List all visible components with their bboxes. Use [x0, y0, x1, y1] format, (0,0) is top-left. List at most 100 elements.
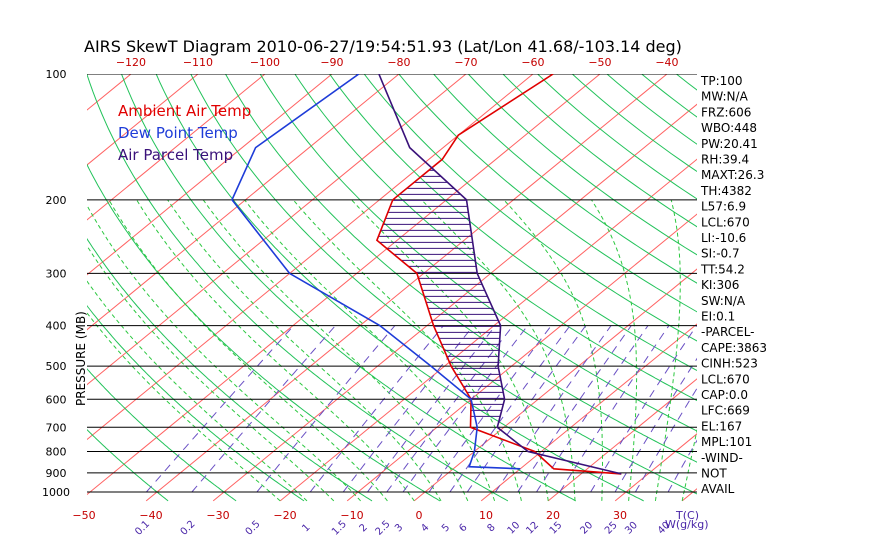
top-axis-tick-label: −110 — [183, 56, 213, 69]
stats-line: CINH:523 — [701, 357, 758, 371]
pressure-tick-label: 300 — [46, 267, 67, 280]
dry-adiabat-line — [87, 74, 509, 502]
moist-adiabat-line — [87, 312, 281, 502]
moist-adiabat-line — [167, 199, 442, 502]
mixing-ratio-label: 4 — [419, 522, 431, 534]
stats-line: SW:N/A — [701, 294, 746, 308]
mixing-ratio-label: 25 — [603, 520, 620, 537]
top-axis-tick-label: −50 — [588, 56, 611, 69]
bottom-axis-tick-label: 10 — [479, 509, 493, 522]
pressure-tick-label: 500 — [46, 360, 67, 373]
stats-line: TH:4382 — [700, 184, 752, 198]
legend-entry: Dew Point Temp — [118, 124, 238, 142]
stats-line: MAXT:26.3 — [701, 168, 764, 182]
dry-adiabat-line — [87, 237, 373, 502]
pressure-tick-label: 700 — [46, 421, 67, 434]
series-dew-point-temp — [231, 74, 521, 470]
mixing-ratio-label: 2.5 — [374, 519, 393, 538]
bottom-axis-tick-label: 0 — [416, 509, 423, 522]
dry-adiabat-line — [432, 74, 697, 284]
dry-adiabat-line — [259, 74, 697, 432]
stats-line: SI:-0.7 — [701, 247, 740, 261]
stats-line: RH:39.4 — [701, 153, 749, 167]
legend-entry: Ambient Air Temp — [118, 102, 251, 120]
stats-line: KI:306 — [701, 278, 739, 292]
dry-adiabat-line — [836, 65, 870, 501]
isotherm-line — [0, 65, 8, 501]
dry-adiabat-line — [87, 368, 237, 502]
stats-line: LCL:670 — [701, 372, 750, 386]
isotherm-line — [413, 268, 697, 502]
stats-line: LCL:670 — [701, 215, 750, 229]
stats-line: CAPE:3863 — [701, 341, 767, 355]
mixing-ratio-label: 15 — [548, 520, 565, 537]
bottom-axis-tick-label: −40 — [139, 509, 162, 522]
mixing-ratio-label: 30 — [623, 520, 640, 537]
isotherm-line — [87, 74, 266, 221]
y-axis-label: PRESSURE (MB) — [74, 311, 88, 406]
isotherm-line — [279, 158, 697, 502]
stats-line: CAP:0.0 — [701, 388, 748, 402]
isotherm-line — [87, 74, 601, 496]
bottom-axis-tick-label: 20 — [546, 509, 560, 522]
moist-adiabat-line — [136, 199, 415, 502]
top-axis-tick-label: −90 — [320, 56, 343, 69]
isotherm-line — [816, 65, 870, 501]
temperature-unit-label: T(C) — [675, 509, 699, 522]
dry-adiabat-line — [120, 74, 577, 502]
mixing-ratio-label: 5 — [440, 522, 452, 534]
moist-adiabat-line — [87, 280, 308, 502]
mixing-ratio-label: 0.5 — [244, 519, 263, 538]
isotherm-line — [87, 74, 199, 166]
stats-line: -PARCEL- — [701, 325, 755, 339]
bottom-axis-tick-label: 30 — [613, 509, 627, 522]
chart-title: AIRS SkewT Diagram 2010-06-27/19:54:51.9… — [84, 37, 682, 56]
pressure-tick-label: 1000 — [42, 486, 70, 499]
series-air-parcel-temp — [378, 74, 622, 475]
stats-line: AVAIL — [701, 482, 735, 496]
pressure-tick-label: 600 — [46, 393, 67, 406]
moist-adiabat-line — [87, 244, 335, 502]
mixing-ratio-label: 10 — [506, 520, 523, 537]
stats-line: LI:-10.6 — [701, 231, 746, 245]
stats-line: TP:100 — [700, 74, 743, 88]
stats-line: L57:6.9 — [701, 200, 746, 214]
dry-adiabat-line — [87, 305, 305, 502]
mixing-ratio-unit-label: W(g/kg) — [665, 518, 709, 531]
mixing-ratio-label: 6 — [457, 522, 469, 534]
stats-line: -WIND- — [701, 451, 743, 465]
isotherm-line — [145, 74, 668, 502]
mixing-ratio-label: 3 — [393, 522, 405, 534]
moist-adiabat-line — [591, 199, 638, 501]
dry-adiabat-line — [224, 74, 697, 463]
dry-adiabat-line — [190, 74, 697, 495]
pressure-tick-label: 100 — [46, 68, 67, 81]
isotherm-line — [87, 74, 333, 276]
dry-adiabat-line — [767, 65, 870, 501]
series-layer — [231, 74, 622, 475]
stats-line: PW:20.41 — [701, 137, 758, 151]
isotherm-line — [0, 65, 75, 501]
isotherm-line — [212, 103, 697, 502]
moist-adiabat-line — [503, 199, 603, 501]
dry-adiabat-line — [398, 74, 697, 313]
cape-hatch-layer — [378, 169, 505, 417]
moist-adiabat-line — [108, 199, 388, 502]
legend: Ambient Air Temp Dew Point Temp Air Parcel… — [118, 102, 251, 164]
stats-line: LFC:669 — [701, 404, 750, 418]
legend-entry: Air Parcel Temp — [118, 146, 233, 164]
bottom-axis-tick-label: −30 — [206, 509, 229, 522]
stats-line: MPL:101 — [701, 435, 752, 449]
mixing-ratio-label: 20 — [578, 520, 595, 537]
stats-line: EI:0.1 — [701, 310, 735, 324]
moist-adiabat-line — [87, 204, 361, 502]
top-axis-tick-label: −60 — [521, 56, 544, 69]
mixing-ratio-label: 2 — [358, 522, 370, 534]
bottom-axis-tick-label: −50 — [72, 509, 95, 522]
top-axis-tick-label: −100 — [250, 56, 280, 69]
series-ambient-air-temp — [375, 74, 622, 475]
moist-adiabat-line — [244, 199, 496, 502]
dry-adiabat-line — [328, 74, 697, 372]
top-axis-tick-label: −70 — [454, 56, 477, 69]
